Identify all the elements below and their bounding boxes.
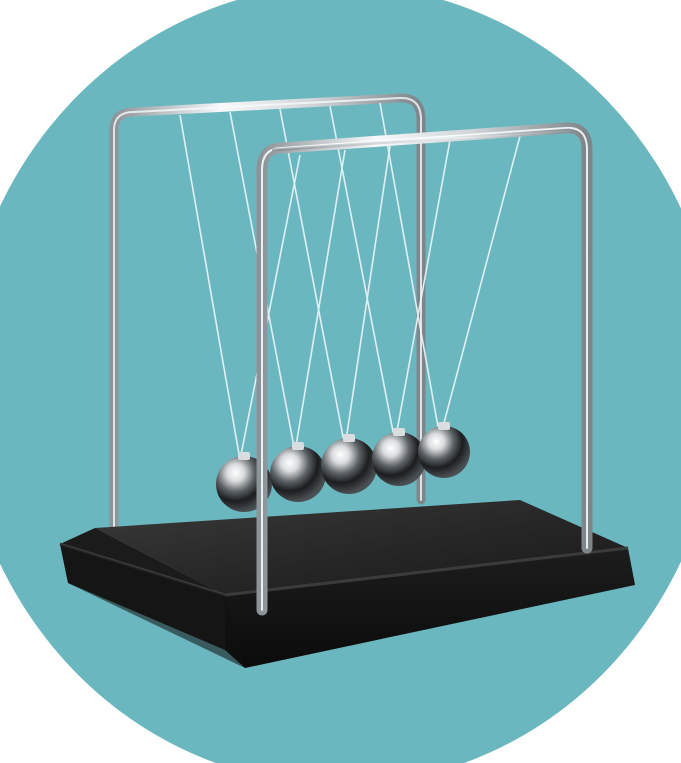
front-frame [256,122,593,616]
wooden-base [59,500,635,668]
ball [321,438,377,494]
ball [418,426,470,478]
back-frame [109,93,426,535]
strings [179,102,521,461]
ball [372,432,426,486]
ball [270,446,326,502]
